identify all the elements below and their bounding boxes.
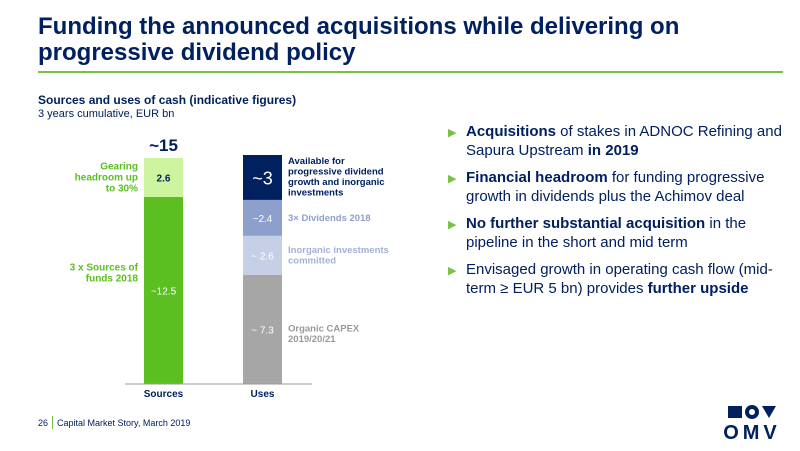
bullet-emphasis: in 2019 [587, 142, 639, 159]
bullet-arrow-icon: ▶ [448, 265, 457, 277]
legend-label-use: Inorganic investments committed [288, 245, 389, 267]
page-number: 26 [38, 418, 49, 428]
bullet-emphasis: Acquisitions [466, 123, 557, 140]
bullet-arrow-icon: ▶ [448, 127, 457, 139]
legend-label-use: 3× Dividends 2018 [288, 213, 371, 224]
page-title: Funding the announced acquisitions while… [38, 13, 680, 66]
footer-divider [52, 416, 53, 429]
bar-segment-source [144, 196, 183, 384]
bullet-emphasis: further upside [647, 280, 749, 297]
bullet-text: in the pipeline in the short and mid ter… [466, 215, 747, 251]
data-label: ~ 2.6 [251, 251, 274, 262]
data-label: ~12.5 [151, 286, 177, 297]
data-label: ~ 7.3 [251, 325, 274, 336]
bar-segment-source [144, 158, 183, 197]
x-tick-label: Uses [251, 389, 275, 400]
legend-label-use: Available for progressive dividend growth … [288, 156, 385, 199]
bar-segment-use [243, 274, 282, 384]
bullet-arrow-icon: ▶ [448, 173, 457, 185]
chart-subtitle: 3 years cumulative, EUR bn [38, 108, 175, 120]
bullet-text: for funding progressive growth in divide… [466, 169, 765, 205]
bullet-text: Envisaged growth in operating cash flow … [466, 261, 773, 297]
total-label: ~15 [149, 136, 178, 155]
omv-logo: OMV [716, 402, 788, 446]
data-label: 2.6 [157, 173, 171, 184]
bullet-item: ▶ No further substantial acquisition in t… [446, 214, 786, 252]
chart-title: Sources and uses of cash (indicative fig… [38, 93, 297, 107]
bullet-item: ▶ Financial headroom for funding progress… [446, 168, 786, 206]
omv-logo-mark [728, 405, 776, 419]
bar-segment-use [243, 155, 282, 200]
bullet-item: ▶ Acquisitions of stakes in ADNOC Refinin… [446, 122, 786, 160]
bullet-emphasis: No further substantial acquisition [466, 215, 706, 232]
data-label: ~2.4 [253, 214, 273, 225]
legend-label-use: Organic CAPEX 2019/20/21 [288, 323, 360, 345]
bullet-item: ▶ Envisaged growth in operating cash flow… [446, 260, 786, 298]
bullet-arrow-icon: ▶ [448, 219, 457, 231]
bullet-list: ▶ Acquisitions of stakes in ADNOC Refinin… [446, 122, 786, 306]
legend-label-source: Gearing headroom up to 30% [75, 161, 138, 194]
data-label: ~3 [252, 168, 273, 188]
title-divider [38, 71, 783, 73]
bar-segment-use [243, 235, 282, 275]
footer-text: Capital Market Story, March 2019 [57, 418, 191, 428]
x-tick-label: Sources [144, 389, 184, 400]
bar-segment-use [243, 199, 282, 236]
legend-label-source: 3 x Sources of funds 2018 [70, 262, 139, 284]
logo-wordmark: OMV [723, 422, 781, 444]
bullet-text: of stakes in ADNOC Refining and Sapura U… [466, 123, 782, 159]
bullet-emphasis: Financial headroom [466, 169, 608, 186]
